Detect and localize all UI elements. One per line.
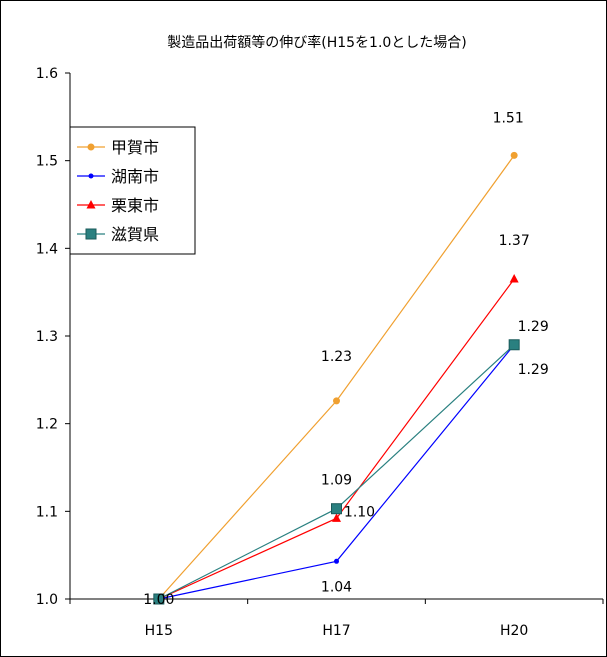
marker-circle: [510, 151, 518, 159]
marker-dot: [88, 173, 94, 179]
marker-square: [85, 228, 97, 240]
y-tick-label: 1.0: [36, 592, 58, 608]
marker-dot: [334, 558, 339, 564]
marker-circle: [333, 397, 340, 405]
data-label: 1.51: [493, 110, 524, 126]
series-lines: [158, 155, 515, 600]
marker-square: [508, 339, 520, 351]
legend-label: 滋賀県: [111, 225, 159, 244]
x-tick-label: H20: [500, 623, 528, 639]
x-tick-label: H15: [145, 623, 173, 639]
y-tick-label: 1.3: [36, 329, 58, 345]
x-tick-label: H17: [322, 623, 350, 639]
series-line-3: [158, 278, 515, 600]
data-label: 1.00: [143, 592, 174, 608]
data-label: 1.29: [518, 362, 549, 378]
data-label: 1.29: [518, 319, 549, 335]
legend-label: 湖南市: [111, 167, 159, 186]
marker-triangle: [509, 274, 519, 283]
marker-triangle: [86, 200, 96, 209]
series-line-1: [158, 155, 515, 600]
legend-label: 甲賀市: [111, 138, 159, 157]
data-label: 1.04: [321, 579, 352, 595]
y-tick-label: 1.6: [36, 66, 58, 82]
data-label: 1.09: [321, 472, 352, 488]
y-tick-label: 1.5: [36, 154, 58, 170]
y-tick-label: 1.4: [36, 241, 58, 257]
marker-circle: [87, 143, 95, 151]
y-tick-label: 1.1: [36, 504, 58, 520]
data-label: 1.10: [344, 505, 375, 521]
series-markers: [153, 151, 520, 605]
chart-title: 製造品出荷額等の伸び率(H15を1.0とした場合): [167, 34, 467, 51]
marker-square: [153, 593, 165, 605]
y-tick-label: 1.2: [36, 417, 58, 433]
data-labels: 1.00 1.23 1.09 1.10 1.04 1.51 1.37 1.29 1.29: [143, 110, 549, 608]
legend-label: 栗東市: [111, 196, 159, 215]
marker-triangle: [332, 513, 341, 522]
data-label: 1.23: [321, 349, 352, 365]
data-label: 1.37: [499, 233, 530, 249]
marker-square: [331, 503, 342, 515]
